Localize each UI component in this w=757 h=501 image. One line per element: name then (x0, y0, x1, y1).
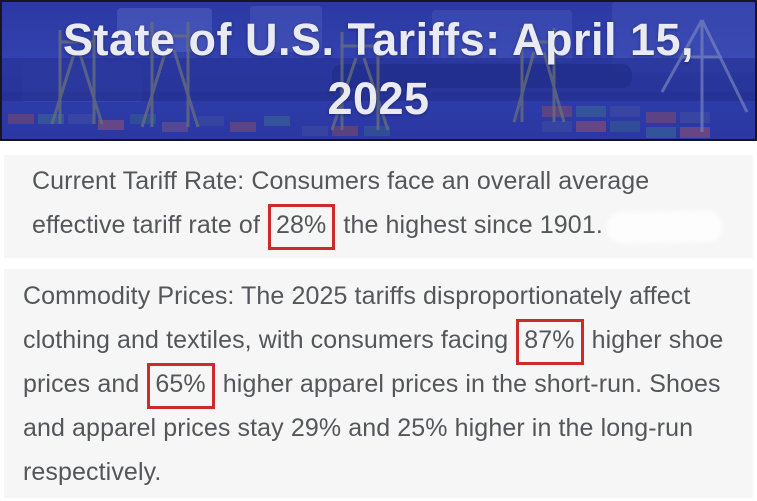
port-aerial-photo (2, 2, 755, 139)
page-title: State of U.S. Tariffs: April 15, 2025 (2, 2, 755, 128)
text-run: and apparel prices stay 29% and 25% high… (23, 414, 694, 442)
text-run: clothing and textiles, with consumers fa… (23, 326, 516, 354)
highlighted-stat: 65% (147, 363, 215, 409)
text-run: Current Tariff Rate: Consumers face an o… (32, 167, 650, 195)
text-run: effective tariff rate of (32, 211, 268, 239)
text-run: higher apparel prices in the short-run. … (215, 370, 721, 398)
text-run: Commodity Prices: The 2025 tariffs dispr… (23, 282, 691, 310)
page-title-line2: 2025 (327, 73, 430, 124)
page-title-line1: State of U.S. Tariffs: April 15, (62, 14, 695, 65)
text-run: higher shoe (584, 326, 724, 354)
header-banner: State of U.S. Tariffs: April 15, 2025 (0, 0, 757, 141)
redaction-smudge (609, 213, 721, 241)
highlighted-stat: 28% (268, 204, 336, 250)
text-run: respectively. (23, 458, 162, 486)
paragraph-commodity-prices: Commodity Prices: The 2025 tariffs dispr… (4, 269, 753, 498)
highlighted-stat: 87% (516, 319, 584, 365)
text-run: the highest since 1901. (336, 211, 610, 239)
paragraph-current-tariff-rate: Current Tariff Rate: Consumers face an o… (4, 155, 753, 258)
text-run: prices and (23, 370, 147, 398)
